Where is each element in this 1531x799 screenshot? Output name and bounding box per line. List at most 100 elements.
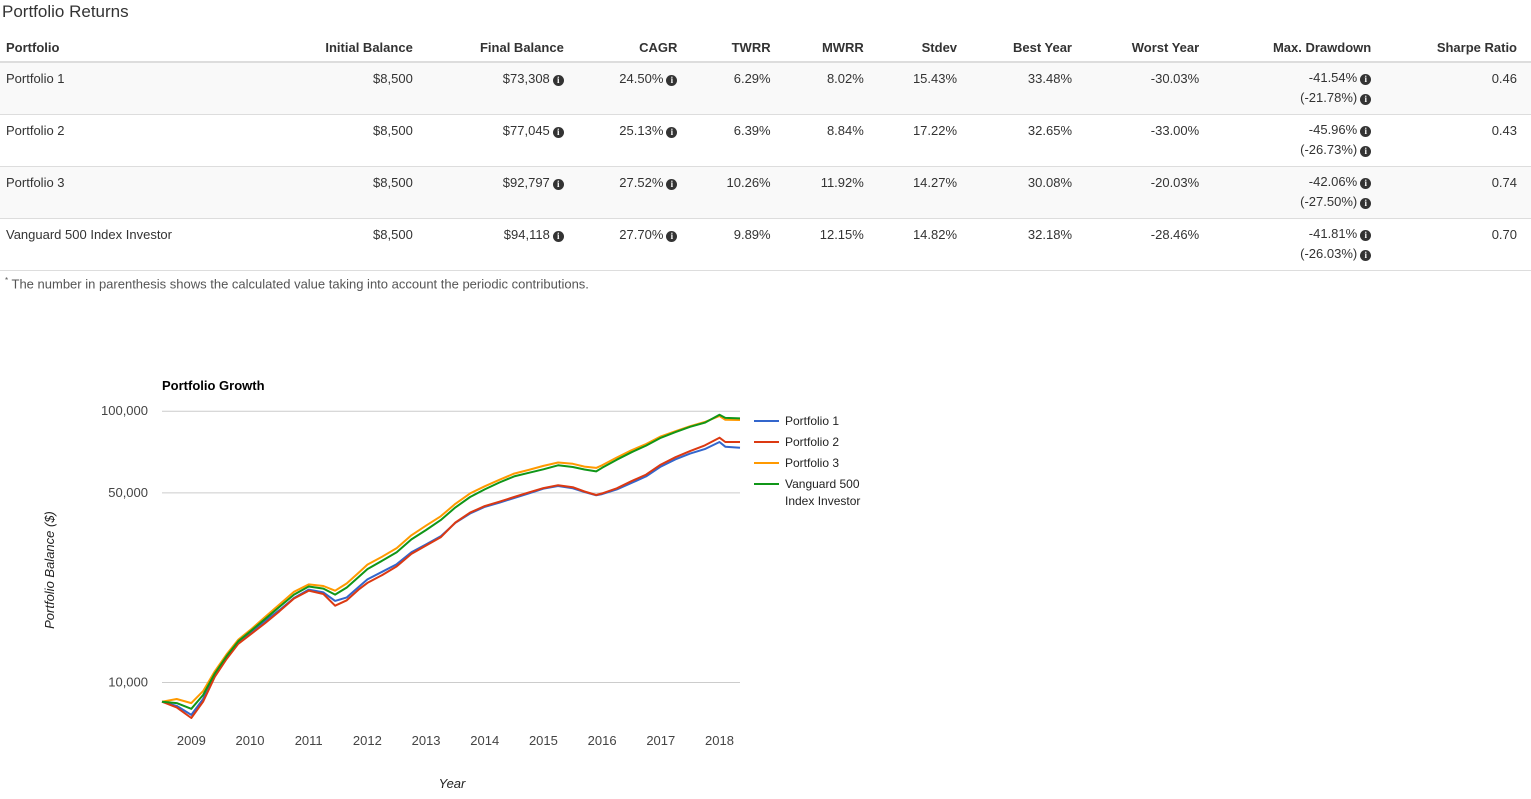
- y-tick-label: 10,000: [108, 675, 148, 690]
- info-circle-icon[interactable]: i: [1360, 94, 1372, 105]
- twrr: 10.26%: [691, 166, 785, 219]
- cagr: 24.50% i: [577, 62, 692, 115]
- initial-balance: $8,500: [270, 218, 427, 271]
- info-circle-icon[interactable]: i: [1360, 74, 1372, 85]
- col-header-twrr[interactable]: TWRR: [691, 33, 785, 63]
- max-drawdown: -42.06% i (-27.50%) i: [1213, 166, 1386, 219]
- max-drawdown-value: -41.54%: [1308, 70, 1358, 85]
- info-circle-icon[interactable]: i: [1360, 230, 1372, 241]
- cagr: 27.70% i: [577, 218, 692, 271]
- x-tick-label: 2015: [529, 733, 558, 748]
- info-circle-icon[interactable]: i: [666, 127, 678, 138]
- max-drawdown-value: -45.96%: [1308, 122, 1358, 137]
- footnote-text: The number in parenthesis shows the calc…: [11, 276, 589, 292]
- final-balance: $94,118 i: [426, 218, 578, 271]
- twrr: 6.39%: [691, 114, 785, 167]
- col-header-stdev[interactable]: Stdev: [877, 33, 972, 63]
- x-tick-label: 2018: [705, 733, 734, 748]
- info-circle-icon[interactable]: i: [1360, 198, 1372, 209]
- max-drawdown: -41.54% i (-21.78%) i: [1213, 62, 1386, 115]
- cagr-value: 25.13%: [619, 123, 664, 138]
- x-tick-label: 2016: [588, 733, 617, 748]
- legend-label-line: Index Investor: [785, 494, 860, 508]
- max-drawdown-contrib-value: (-26.73%): [1300, 142, 1358, 157]
- x-tick-label: 2011: [295, 733, 323, 748]
- stdev: 15.43%: [877, 62, 972, 115]
- col-header-sharpe-ratio[interactable]: Sharpe Ratio: [1385, 33, 1531, 63]
- portfolio-name: Portfolio 3: [0, 166, 271, 219]
- initial-balance: $8,500: [270, 62, 427, 115]
- series-line: [161, 413, 741, 710]
- table-row: Portfolio 3 $8,500 $92,797 i 27.52% i 10.2…: [0, 166, 1531, 219]
- y-tick-label: 50,000: [108, 485, 148, 500]
- sharpe-ratio: 0.70: [1385, 218, 1531, 271]
- info-circle-icon[interactable]: i: [666, 179, 678, 190]
- series-line: [161, 415, 741, 705]
- legend-label-line: Portfolio 3: [785, 456, 839, 470]
- col-header-max-drawdown[interactable]: Max. Drawdown: [1213, 33, 1386, 63]
- max-drawdown-contrib-value: (-27.50%): [1300, 194, 1358, 209]
- cagr-value: 27.52%: [619, 175, 664, 190]
- info-circle-icon[interactable]: i: [552, 231, 564, 242]
- max-drawdown-contrib-value: (-21.78%): [1300, 90, 1358, 105]
- max-drawdown: -41.81% i (-26.03%) i: [1213, 218, 1386, 271]
- x-tick-label: 2017: [646, 733, 675, 748]
- col-header-initial-balance[interactable]: Initial Balance: [270, 33, 427, 63]
- x-tick-label: 2013: [412, 733, 441, 748]
- stdev: 17.22%: [877, 114, 972, 167]
- info-circle-icon[interactable]: i: [1360, 250, 1372, 261]
- y-axis-tick-labels: 10,000 50,000 100,000: [101, 403, 148, 689]
- x-tick-label: 2010: [236, 733, 265, 748]
- portfolio-name: Vanguard 500 Index Investor: [0, 218, 271, 271]
- info-circle-icon[interactable]: i: [1360, 126, 1372, 137]
- chart-series-lines: [161, 413, 741, 719]
- legend-label: Vanguard 500 Index Investor: [785, 477, 860, 508]
- info-circle-icon[interactable]: i: [552, 179, 564, 190]
- legend-label: Portfolio 3: [785, 456, 839, 470]
- col-header-final-balance[interactable]: Final Balance: [426, 33, 578, 63]
- cagr: 27.52% i: [577, 166, 692, 219]
- legend-label-line: Vanguard 500: [785, 477, 860, 491]
- y-tick-label: 100,000: [101, 403, 148, 418]
- mwrr: 8.84%: [784, 114, 878, 167]
- info-circle-icon[interactable]: i: [666, 231, 678, 242]
- col-header-cagr[interactable]: CAGR: [577, 33, 692, 63]
- sharpe-ratio: 0.46: [1385, 62, 1531, 115]
- initial-balance: $8,500: [270, 114, 427, 167]
- info-circle-icon[interactable]: i: [552, 127, 564, 138]
- legend-label: Portfolio 1: [785, 414, 839, 428]
- x-axis-title: Year: [439, 776, 466, 791]
- mwrr: 8.02%: [784, 62, 878, 115]
- final-balance-value: $73,308: [502, 71, 550, 86]
- sharpe-ratio: 0.74: [1385, 166, 1531, 219]
- worst-year: -30.03%: [1086, 62, 1214, 115]
- chart-title: Portfolio Growth: [162, 378, 265, 393]
- final-balance-value: $77,045: [502, 123, 550, 138]
- info-circle-icon[interactable]: i: [666, 75, 678, 86]
- portfolio-growth-chart: Portfolio Growth 10,000 50,000 100,000 200…: [42, 378, 860, 791]
- table-row: Portfolio 1 $8,500 $73,308 i 24.50% i 6.29…: [0, 62, 1531, 115]
- initial-balance: $8,500: [270, 166, 427, 219]
- stdev: 14.82%: [877, 218, 972, 271]
- footnote-marker: *: [5, 276, 9, 285]
- max-drawdown: -45.96% i (-26.73%) i: [1213, 114, 1386, 167]
- x-tick-label: 2012: [353, 733, 382, 748]
- info-circle-icon[interactable]: i: [1360, 178, 1372, 189]
- max-drawdown-value: -41.81%: [1308, 226, 1358, 241]
- series-line: [161, 441, 741, 716]
- col-header-mwrr[interactable]: MWRR: [784, 33, 878, 63]
- stdev: 14.27%: [877, 166, 972, 219]
- table-row: Portfolio 2 $8,500 $77,045 i 25.13% i 6.39…: [0, 114, 1531, 167]
- table-row: Vanguard 500 Index Investor $8,500 $94,1…: [0, 218, 1531, 271]
- info-circle-icon[interactable]: i: [552, 75, 564, 86]
- y-axis-title: Portfolio Balance ($): [42, 511, 57, 629]
- col-header-worst-year[interactable]: Worst Year: [1086, 33, 1214, 63]
- col-header-best-year[interactable]: Best Year: [971, 33, 1086, 63]
- info-circle-icon[interactable]: i: [1360, 146, 1372, 157]
- best-year: 32.65%: [971, 114, 1086, 167]
- chart-legend: Portfolio 1 Portfolio 2 Portfolio 3 Vanguar…: [754, 414, 860, 508]
- mwrr: 12.15%: [784, 218, 878, 271]
- best-year: 33.48%: [971, 62, 1086, 115]
- x-tick-label: 2014: [470, 733, 499, 748]
- col-header-portfolio[interactable]: Portfolio: [0, 33, 271, 63]
